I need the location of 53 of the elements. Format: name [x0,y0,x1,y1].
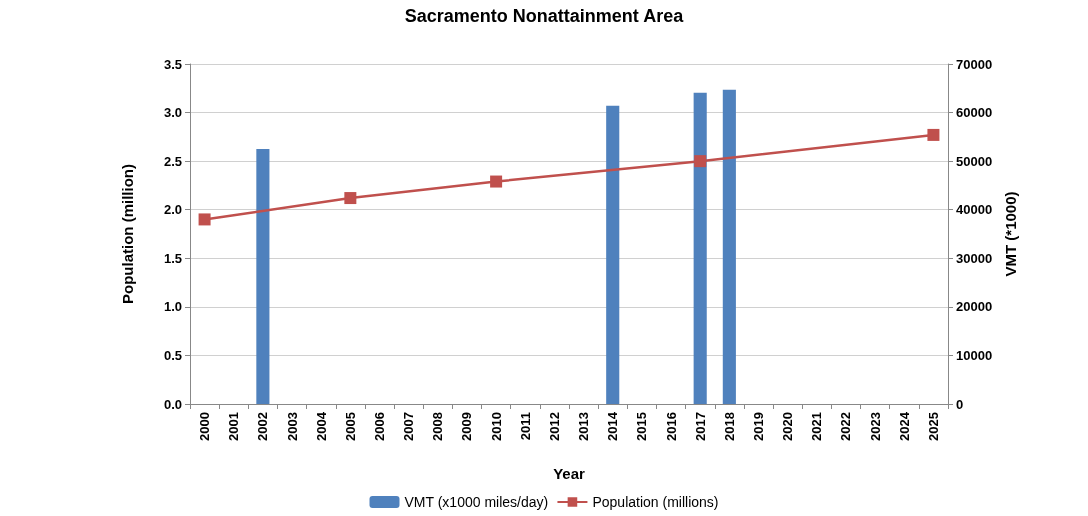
x-tick-label: 2005 [342,412,358,441]
point [344,192,357,205]
x-tick-label: 2012 [546,412,562,441]
legend-label: Population (millions) [592,494,719,510]
point [490,175,503,188]
x-tick-label: 2003 [284,412,300,441]
x-tick-label: 2001 [226,412,242,441]
x-tick-label: 2009 [459,412,475,441]
y2-tick-label: 60000 [956,105,993,121]
x-tick-label: 2002 [255,412,271,441]
x-tick-label: 2007 [401,412,417,441]
y2-tick-label: 50000 [956,153,993,169]
x-tick-label: 2020 [780,412,796,441]
x-tick-label: 2006 [372,412,387,441]
y2-tick-label: 30000 [956,250,993,266]
x-tick-label: 2010 [488,412,504,441]
x-tick-label: 2000 [197,412,213,441]
y-tick-label: 3.0 [163,105,182,121]
x-tick-label: 2023 [867,412,883,441]
x-tick-label: 2013 [576,412,592,441]
legend-label: VMT (x1000 miles/day) [404,494,549,510]
x-tick-label: 2004 [313,411,329,441]
y-tick-label: 1.5 [163,250,182,266]
y2-tick-label: 0 [956,396,964,412]
x-tick-label: 2016 [663,412,679,441]
x-tick-label: 2008 [430,412,446,441]
y2-tick-label: 70000 [956,56,993,72]
point [927,128,940,141]
y-tick-label: 2.5 [163,153,182,169]
x-tick-label: 2014 [605,411,621,441]
x-tick-label: 2011 [517,412,533,441]
x-tick-label: 2024 [896,411,912,441]
x-axis-title: Year [553,465,586,482]
y2-axis-title: VMT (*1000) [1002,191,1020,277]
x-tick-label: 2025 [925,412,941,441]
y-tick-label: 1.0 [163,299,182,315]
x-tick-label: 2017 [692,412,708,441]
y-tick-label: 2.0 [163,202,182,218]
x-tick-label: 2015 [634,412,650,441]
point [694,155,707,168]
y-tick-label: 3.5 [163,56,182,72]
y2-tick-label: 10000 [956,347,993,363]
x-tick-label: 2019 [751,412,766,441]
y2-tick-label: 20000 [956,299,993,315]
y2-tick-label: 40000 [956,202,993,218]
x-tick-label: 2018 [721,412,737,441]
x-tick-label: 2021 [809,412,825,441]
x-tick-label: 2022 [838,412,854,441]
chart-title: Sacramento Nonattainment Area [404,6,685,26]
y-tick-label: 0.5 [163,347,182,363]
y-tick-label: 0.0 [163,396,182,412]
y-axis-title: Population (million) [119,164,136,304]
point [198,213,211,226]
